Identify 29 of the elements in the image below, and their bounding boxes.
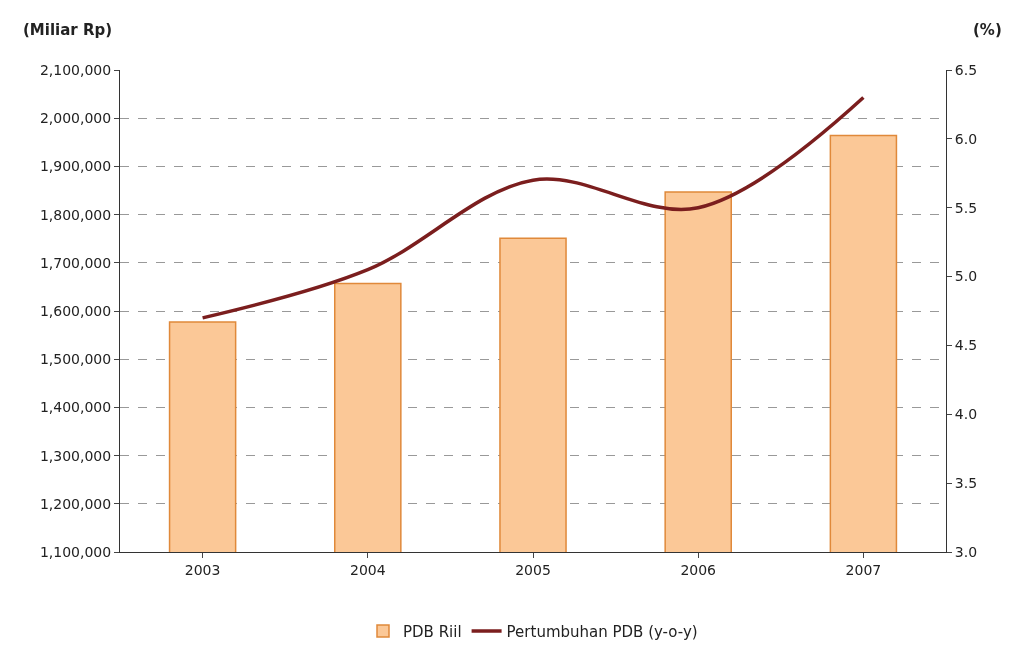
y-tick-label: 1,400,000 bbox=[39, 399, 112, 416]
x-tick-label: 2007 bbox=[845, 561, 882, 578]
y-tick-label: 1,600,000 bbox=[39, 302, 112, 319]
y-tick-label: 1,100,000 bbox=[39, 543, 112, 560]
y2-tick-label: 4.5 bbox=[954, 337, 978, 354]
x-tick-label: 2005 bbox=[515, 561, 551, 578]
x-tick-label: 2003 bbox=[184, 561, 221, 578]
y2-tick-label: 5.5 bbox=[954, 199, 978, 216]
line-series bbox=[200, 95, 866, 320]
y-axis-title: (Miliar Rp) bbox=[23, 21, 113, 39]
y-tick-label: 2,000,000 bbox=[39, 110, 112, 127]
y-tick-label: 1,700,000 bbox=[39, 254, 112, 271]
x-tick-label: 2006 bbox=[680, 561, 717, 578]
y2-tick-label: 5.0 bbox=[954, 268, 978, 285]
x-tick-label: 2004 bbox=[349, 561, 386, 578]
y-tick-label: 1,200,000 bbox=[39, 495, 112, 512]
y-tick-label: 2,100,000 bbox=[39, 61, 112, 78]
legend-label: PDB Riil bbox=[403, 622, 462, 641]
y-tick-label: 1,900,000 bbox=[39, 158, 112, 175]
y2-tick-label: 3.5 bbox=[954, 475, 978, 492]
y-tick-label: 1,500,000 bbox=[39, 351, 112, 368]
y2-axis-title: (%) bbox=[973, 21, 1002, 39]
y-tick-label: 1,800,000 bbox=[39, 206, 112, 223]
y2-tick-label: 6.5 bbox=[954, 61, 978, 78]
y-tick-label: 1,300,000 bbox=[39, 447, 112, 464]
y2-tick-label: 3.0 bbox=[954, 543, 978, 560]
legend-label: Pertumbuhan PDB (y-o-y) bbox=[506, 622, 698, 641]
y2-tick-label: 4.0 bbox=[954, 406, 978, 423]
y2-tick-label: 6.0 bbox=[954, 130, 978, 147]
